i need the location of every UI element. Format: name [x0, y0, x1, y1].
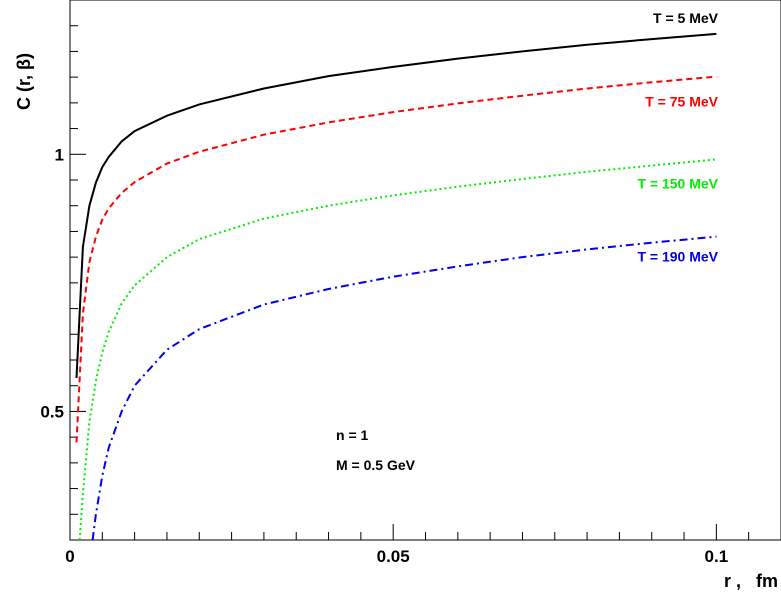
x-axis-title: r , fm	[724, 571, 778, 591]
series-label-1: T = 5 MeV	[653, 10, 719, 26]
plot-frame	[69, 0, 781, 541]
x-axis-ticks: 0 0.05 0.1	[65, 524, 781, 566]
y-tick-label: 0.5	[40, 402, 64, 421]
y-axis-ticks: 0.51	[40, 0, 86, 541]
y-axis-title: C (r, β)	[14, 53, 34, 110]
x-tick-label: 0.05	[377, 547, 410, 566]
annotation-mass: M = 0.5 GeV	[336, 457, 416, 473]
series-lines	[75, 32, 717, 541]
series-line-1	[75, 32, 717, 379]
series-line-3	[78, 158, 717, 541]
series-labels: T = 5 MeV T = 75 MeV T = 150 MeV T = 190 Me…	[637, 10, 718, 265]
x-tick-label: 0	[65, 547, 74, 566]
y-tick-label: 1	[55, 145, 64, 164]
annotation-n: n = 1	[336, 427, 369, 443]
series-label-3: T = 150 MeV	[637, 175, 718, 191]
series-label-2: T = 75 MeV	[645, 94, 718, 110]
series-line-2	[75, 75, 717, 443]
series-line-4	[91, 235, 717, 541]
series-label-4: T = 190 MeV	[637, 249, 718, 265]
x-tick-label: 0.1	[705, 547, 729, 566]
